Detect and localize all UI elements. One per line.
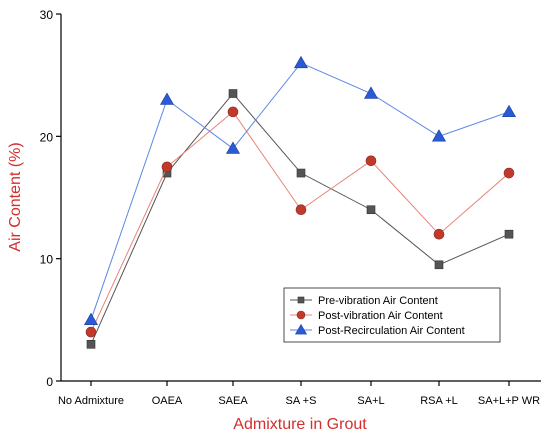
data-point-0-6 (504, 229, 514, 239)
y-tick-label-3: 30 (40, 8, 54, 22)
legend-marker-1 (296, 310, 306, 320)
data-point-2-3 (293, 55, 309, 69)
x-tick-label-0: No Admixture (58, 395, 124, 407)
x-tick-label-2: SAEA (218, 395, 248, 407)
series-1 (85, 106, 515, 338)
legend-marker-0 (297, 296, 305, 304)
data-point-2-0 (83, 312, 99, 326)
legend-item-0: Pre-vibration Air Content (290, 295, 438, 307)
data-point-0-3 (296, 168, 306, 178)
data-point-0-2 (228, 89, 238, 98)
legend-marker-2 (294, 323, 308, 335)
x-axis-title: Admixture in Grout (233, 416, 367, 433)
x-tick-label-6: SA+L+P WR (478, 395, 540, 407)
data-point-1-4 (365, 155, 377, 167)
y-axis-title: Air Content (%) (7, 142, 24, 251)
data-point-0-4 (366, 205, 376, 215)
data-point-0-5 (434, 260, 444, 270)
data-point-1-1 (161, 161, 173, 173)
legend-label-1: Post-vibration Air Content (318, 310, 443, 322)
data-point-1-2 (227, 106, 239, 118)
data-point-2-5 (431, 129, 447, 142)
data-point-2-1 (159, 92, 175, 105)
y-tick-label-1: 10 (40, 253, 54, 267)
ticks-layer: 0 10 20 30 No Admixture OAEA SAEA SA +S SA+L RSA … (40, 8, 540, 407)
legend-item-2: Post-Recirculation Air Content (290, 323, 465, 337)
y-tick-label-0: 0 (46, 375, 53, 389)
x-tick-label-5: RSA +L (420, 395, 458, 407)
legend-label-2: Post-Recirculation Air Content (318, 325, 465, 337)
data-point-2-2 (225, 141, 241, 154)
data-point-2-6 (501, 104, 517, 118)
series-0 (86, 89, 514, 349)
x-tick-label-1: OAEA (152, 395, 183, 407)
y-tick-label-2: 20 (40, 130, 54, 144)
legend: Pre-vibration Air Content Post-vibration … (283, 287, 501, 343)
legend-box (283, 287, 501, 343)
x-tick-label-4: SA+L (357, 395, 384, 407)
series-layer (83, 55, 517, 349)
series-line-2 (90, 62, 510, 320)
data-point-1-0 (85, 326, 97, 338)
data-point-1-3 (295, 204, 307, 216)
series-2 (83, 55, 517, 326)
legend-label-0: Pre-vibration Air Content (318, 295, 438, 307)
data-point-1-6 (503, 167, 515, 179)
data-point-2-4 (363, 86, 379, 99)
x-tick-label-3: SA +S (286, 395, 317, 407)
data-point-0-0 (86, 339, 96, 349)
legend-item-1: Post-vibration Air Content (290, 310, 443, 322)
data-point-1-5 (433, 228, 445, 240)
